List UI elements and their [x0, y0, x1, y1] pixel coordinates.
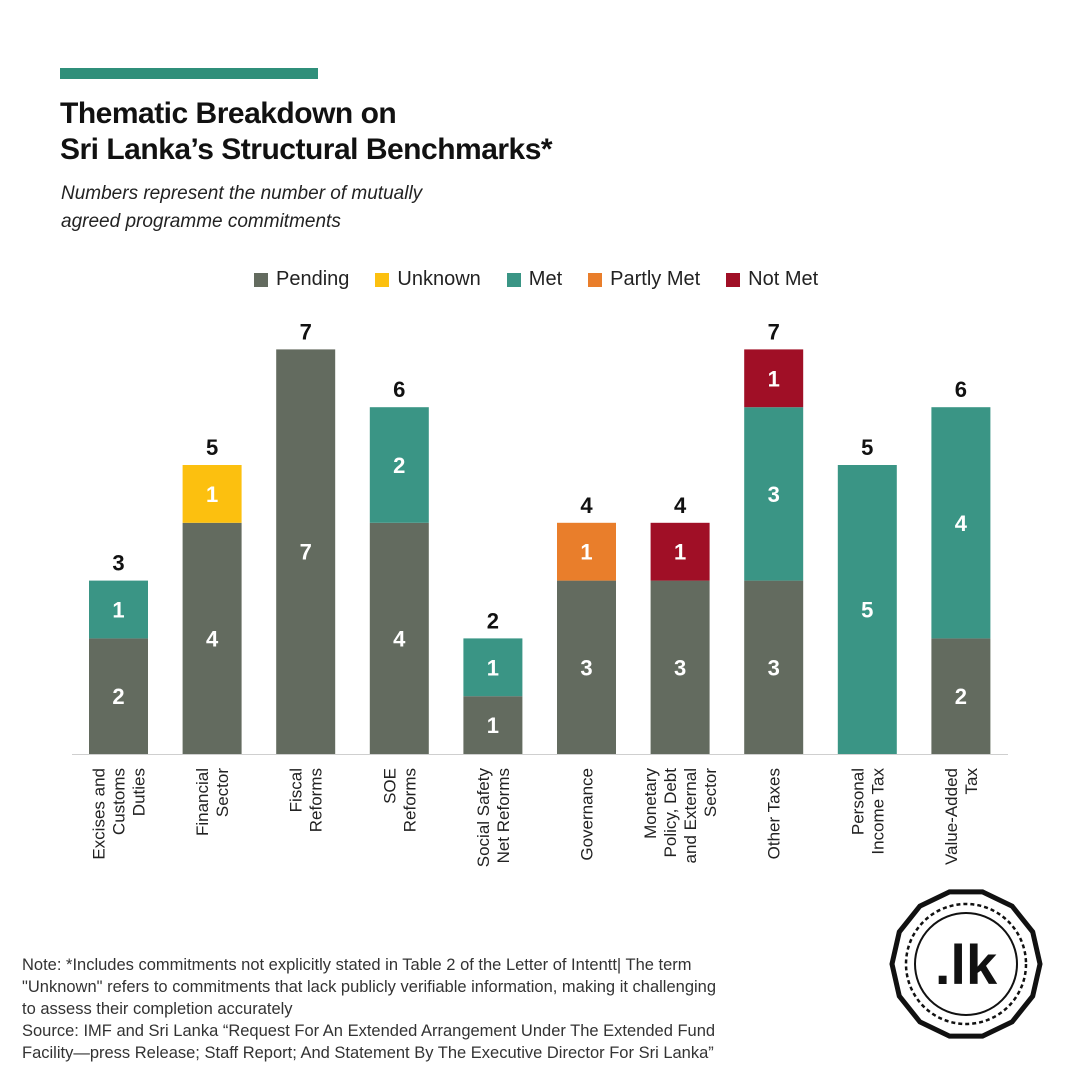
legend-swatch-met: [506, 272, 521, 287]
accent-bar: [60, 68, 318, 79]
logo-text: .lk: [935, 933, 998, 996]
bar-segment-pending: [182, 522, 242, 754]
legend-item-met: Met: [506, 268, 563, 291]
bar-segment-pending: [650, 580, 710, 754]
bar-total-label: 5: [861, 435, 873, 460]
legend-swatch-unknown: [375, 272, 390, 287]
bar-segment-pending: [89, 638, 148, 754]
bar-segment-pending: [369, 522, 429, 754]
subtitle-line-2: agreed programme commitments: [61, 211, 341, 232]
bar-segment-not_met: [744, 349, 804, 408]
segment-value-label: 2: [112, 684, 124, 709]
segment-value-label: 1: [580, 540, 592, 565]
bar-total-label: 6: [955, 377, 967, 402]
segment-value-label: 1: [206, 482, 218, 507]
segment-value-label: 3: [674, 655, 686, 680]
source-line-1: Source: IMF and Sri Lanka “Request For A…: [22, 1022, 716, 1040]
bar-segment-pending: [744, 580, 804, 754]
logo-outer-ring: [889, 889, 1043, 1039]
x-tick-label: FinancialSector: [193, 768, 232, 836]
bar-segment-met: [931, 407, 991, 639]
bar-segment-pending: [557, 580, 616, 754]
bar-segment-pending: [276, 349, 336, 754]
segment-value-label: 1: [112, 598, 124, 623]
x-tick-label: PersonalIncome Tax: [848, 768, 887, 855]
segment-value-label: 7: [300, 540, 312, 565]
bar-segment-pending: [931, 638, 991, 754]
bar-total-label: 5: [206, 435, 218, 460]
segment-value-label: 1: [674, 540, 686, 565]
segment-value-label: 4: [393, 626, 406, 651]
note-line-3: to assess their completion accurately: [22, 1000, 293, 1018]
segment-value-label: 3: [768, 482, 780, 507]
subtitle-line-1: Numbers represent the number of mutually: [61, 183, 423, 204]
segment-value-label: 1: [487, 713, 499, 738]
legend-item-partly_met: Partly Met: [588, 268, 700, 291]
segment-value-label: 4: [955, 511, 968, 536]
segment-value-label: 1: [487, 655, 499, 680]
bar-total-label: 4: [674, 493, 687, 518]
x-tick-label: Social SafetyNet Reforms: [474, 768, 513, 868]
x-tick-label: Other Taxes: [765, 768, 784, 859]
title-line-2: Sri Lanka’s Structural Benchmarks*: [60, 133, 553, 166]
legend-label-partly_met: Partly Met: [610, 268, 701, 290]
chart-subtitle: Numbers represent the number of mutually…: [61, 180, 422, 236]
x-tick-label: MonetaryPolicy, Debtand ExternalSector: [641, 768, 720, 864]
bar-segment-unknown: [182, 465, 242, 523]
source-line-2: Facility—press Release; Staff Report; An…: [22, 1044, 714, 1062]
segment-value-label: 2: [393, 453, 405, 478]
bar-total-label: 6: [393, 377, 405, 402]
segment-value-label: 3: [768, 655, 780, 680]
segment-value-label: 3: [580, 655, 592, 680]
segment-value-label: 1: [768, 366, 780, 391]
note-line-2: "Unknown" refers to commitments that lac…: [22, 978, 717, 996]
stacked-bar-chart: 2 1 3 Excises andCustomsDuties 4 1 5 FinancialS…: [72, 319, 1008, 868]
bar-total-label: 4: [580, 493, 593, 518]
legend-swatch-not_met: [726, 272, 741, 287]
x-tick-label: SOEReforms: [380, 768, 419, 832]
x-tick-label: Value-AddedTax: [942, 768, 981, 866]
legend-item-pending: Pending: [254, 268, 349, 291]
legend-item-not_met: Not Met: [726, 268, 818, 291]
bar-total-label: 2: [487, 608, 499, 633]
bar-total-label: 7: [768, 319, 780, 344]
legend-swatch-pending: [254, 272, 268, 287]
chart-title: Thematic Breakdown on Sri Lanka’s Struct…: [60, 96, 553, 168]
legend-label-unknown: Unknown: [397, 268, 481, 290]
legend-item-unknown: Unknown: [375, 268, 481, 291]
legend-swatch-partly_met: [588, 272, 603, 287]
x-tick-label: Excises andCustomsDuties: [90, 768, 149, 860]
segment-value-label: 5: [861, 598, 873, 623]
note-line-1: Note: *Includes commitments not explicit…: [22, 956, 692, 974]
bar-total-label: 7: [300, 319, 312, 344]
bar-segment-not_met: [650, 522, 710, 581]
x-tick-label: FiscalReforms: [287, 768, 326, 832]
legend-label-pending: Pending: [276, 268, 350, 290]
bar-segment-met: [744, 407, 804, 581]
legend-label-met: Met: [528, 268, 563, 290]
segment-value-label: 2: [955, 684, 967, 709]
bar-segment-met: [89, 580, 148, 639]
legend-label-not_met: Not Met: [748, 268, 819, 290]
bar-segment-met: [369, 407, 429, 523]
bar-segment-met: [837, 465, 897, 754]
bar-total-label: 3: [112, 551, 124, 576]
segment-value-label: 4: [206, 626, 219, 651]
lk-logo: .lk: [889, 889, 1043, 1039]
logo-inner-ring: [914, 912, 1018, 1016]
logo-pattern-ring: [904, 902, 1028, 1026]
x-tick-label: Governance: [578, 768, 597, 861]
bar-segment-pending: [463, 696, 523, 754]
title-line-1: Thematic Breakdown on: [60, 97, 397, 130]
bar-segment-partly_met: [557, 522, 616, 581]
bar-segment-met: [463, 638, 523, 697]
legend: Pending Unknown Met Partly Met Not Met: [254, 268, 818, 291]
footnote: Note: *Includes commitments not explicit…: [22, 954, 822, 1064]
